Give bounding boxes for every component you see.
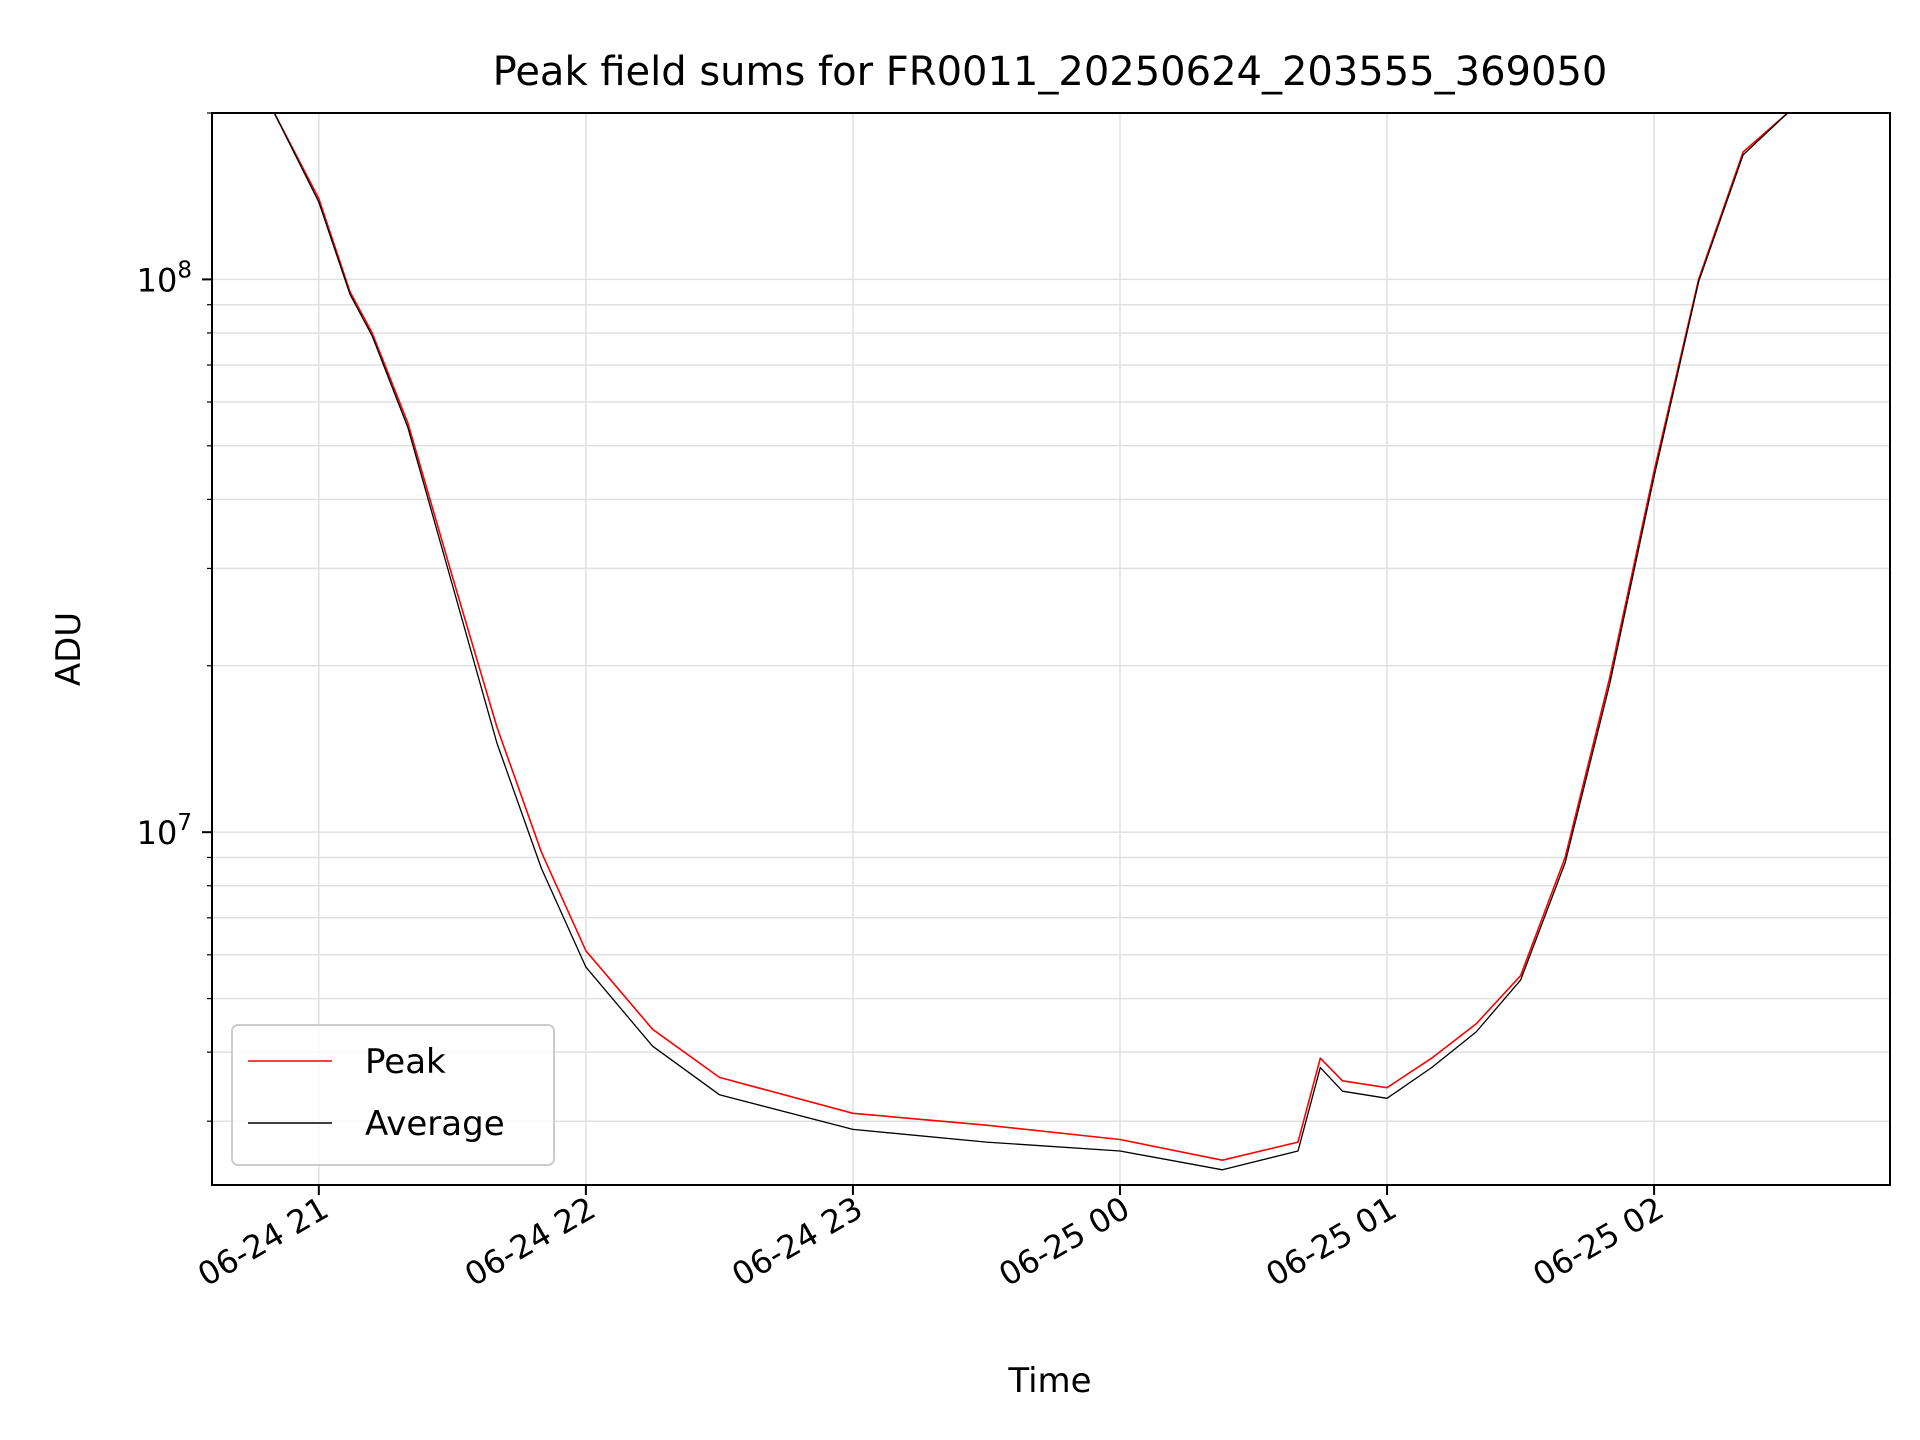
x-axis-label: Time	[1007, 1361, 1091, 1401]
series-average-line	[212, 112, 1890, 1171]
legend-peak-label: Peak	[365, 1042, 446, 1082]
grid-layer	[212, 112, 1890, 1185]
legend-average-label: Average	[365, 1104, 505, 1144]
plot-frame	[211, 112, 1891, 1186]
y-axis-label: ADU	[49, 612, 89, 686]
legend: Peak Average	[231, 1024, 555, 1166]
chart-title: Peak field sums for FR0011_20250624_2035…	[493, 49, 1608, 95]
y-tick-label: 107	[137, 810, 192, 852]
y-tick-label: 108	[137, 257, 192, 299]
legend-box	[231, 1024, 555, 1166]
series-peak-line	[212, 112, 1890, 1161]
series-layer	[212, 112, 1890, 1171]
